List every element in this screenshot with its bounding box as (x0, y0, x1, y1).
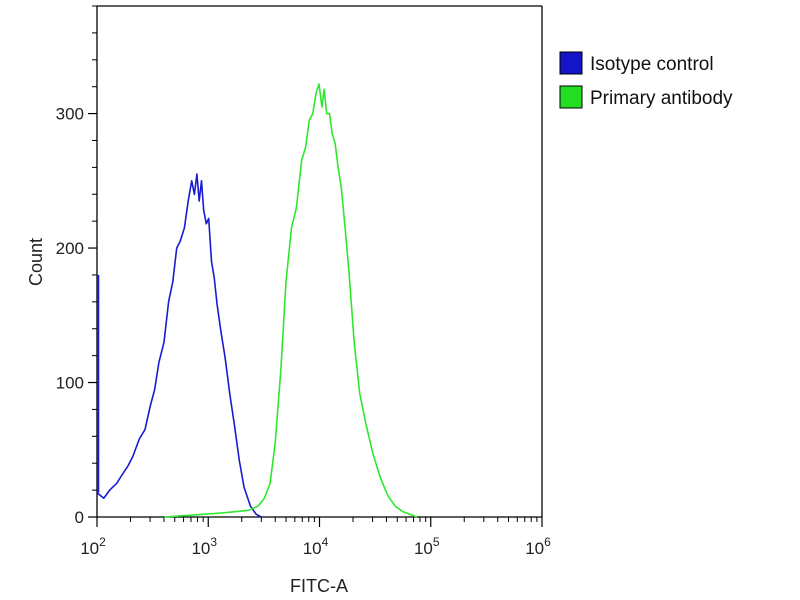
x-tick-label-5: 105 (414, 535, 440, 558)
y-tick-label-0: 0 (75, 508, 84, 527)
x-ticks: 102 103 104 105 106 (80, 517, 551, 558)
y-tick-label-100: 100 (56, 374, 84, 393)
legend-swatch-primary-antibody (559, 85, 583, 109)
x-axis-label: FITC-A (290, 576, 348, 596)
series-layer (96, 83, 418, 518)
y-ticks: 0 100 200 300 (56, 105, 97, 527)
y-tick-label-300: 300 (56, 105, 84, 124)
y-axis-label: Count (26, 238, 46, 286)
legend-label-isotype-control: Isotype control (590, 54, 714, 75)
x-tick-label-4: 104 (303, 535, 329, 558)
legend: Isotype control Primary antibody (559, 51, 733, 109)
x-tick-label-6: 106 (525, 535, 551, 558)
y-tick-label-200: 200 (56, 239, 84, 258)
x-minor-ticks (129, 517, 538, 522)
legend-label-primary-antibody: Primary antibody (590, 88, 733, 109)
x-tick-label-2: 102 (80, 535, 106, 558)
series-line-primary-antibody (163, 83, 418, 518)
series-line-isotype-control (96, 173, 262, 518)
y-minor-ticks (92, 5, 97, 491)
plot-frame (96, 5, 543, 518)
legend-swatch-isotype-control (559, 51, 583, 75)
x-tick-label-3: 103 (191, 535, 217, 558)
